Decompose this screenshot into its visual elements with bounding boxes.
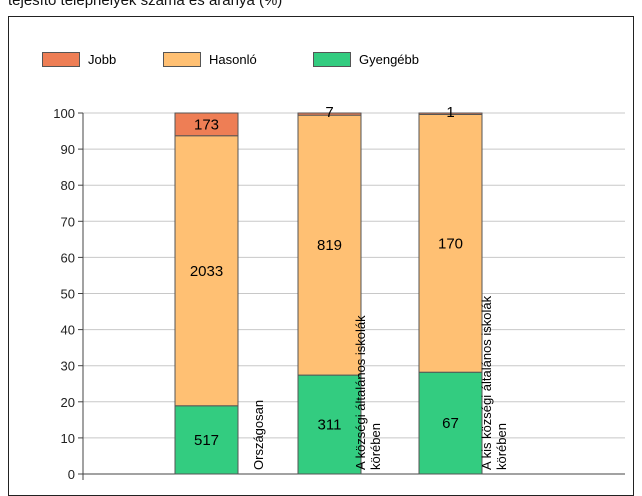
y-tick-label: 30: [61, 359, 75, 374]
y-tick-label: 50: [61, 287, 75, 302]
x-category-label: Országosan: [251, 400, 266, 470]
x-category-label: körében: [494, 423, 509, 470]
legend-item-gyengebb: Gyengébb: [313, 52, 419, 67]
x-category-label: A községi általános iskolák: [353, 315, 368, 470]
x-category-label: körében: [368, 423, 383, 470]
legend-swatch-hasonlo: [163, 52, 201, 67]
stacked-bar-chart: 0 10 20 30 40 50 60 70 80 90 100 517 2033 173 Országos…: [53, 104, 625, 482]
bar-segment-jobb: [174, 112, 239, 137]
legend-item-jobb: Jobb: [42, 52, 116, 67]
legend-label-jobb: Jobb: [88, 52, 117, 67]
legend-item-hasonlo: Hasonló: [163, 52, 257, 67]
y-tick-label: 40: [61, 323, 75, 338]
y-tick-label: 0: [68, 467, 75, 482]
data-label: 517: [194, 432, 219, 449]
x-category-label: A kis községi általános iskolák: [479, 295, 494, 470]
legend-label-hasonlo: Hasonló: [209, 52, 257, 67]
bar-segment-gyengébb: [418, 371, 483, 475]
data-label: 819: [317, 237, 342, 254]
bar-segment-jobb: [297, 112, 362, 116]
bar-segment-gyengébb: [297, 374, 362, 475]
data-label: 173: [194, 116, 219, 133]
y-tick-label: 10: [61, 431, 75, 446]
y-tick-label: 100: [53, 106, 75, 121]
y-tick-label: 80: [61, 178, 75, 193]
data-label: 7: [325, 104, 333, 121]
bar-segment-hasonló: [174, 135, 239, 407]
chart-title: tejesítő telephelyek száma és aránya (%): [8, 0, 283, 9]
legend-swatch-jobb: [42, 52, 80, 67]
legend-label-gyengebb: Gyengébb: [359, 52, 419, 67]
y-tick-label: 70: [61, 214, 75, 229]
data-label: 67: [442, 415, 459, 432]
legend-swatch-gyengebb: [313, 52, 351, 67]
data-label: 1: [446, 104, 454, 121]
bar-segment-jobb: [418, 112, 483, 115]
data-label: 2033: [190, 263, 223, 280]
bar-segment-gyengébb: [174, 405, 239, 475]
bar-segment-hasonló: [297, 114, 362, 376]
data-label: 311: [318, 417, 342, 434]
y-tick-label: 60: [61, 250, 75, 265]
data-label: 170: [438, 235, 463, 252]
y-tick-label: 90: [61, 142, 75, 157]
y-tick-label: 20: [61, 395, 75, 410]
bar-segment-hasonló: [418, 113, 483, 373]
